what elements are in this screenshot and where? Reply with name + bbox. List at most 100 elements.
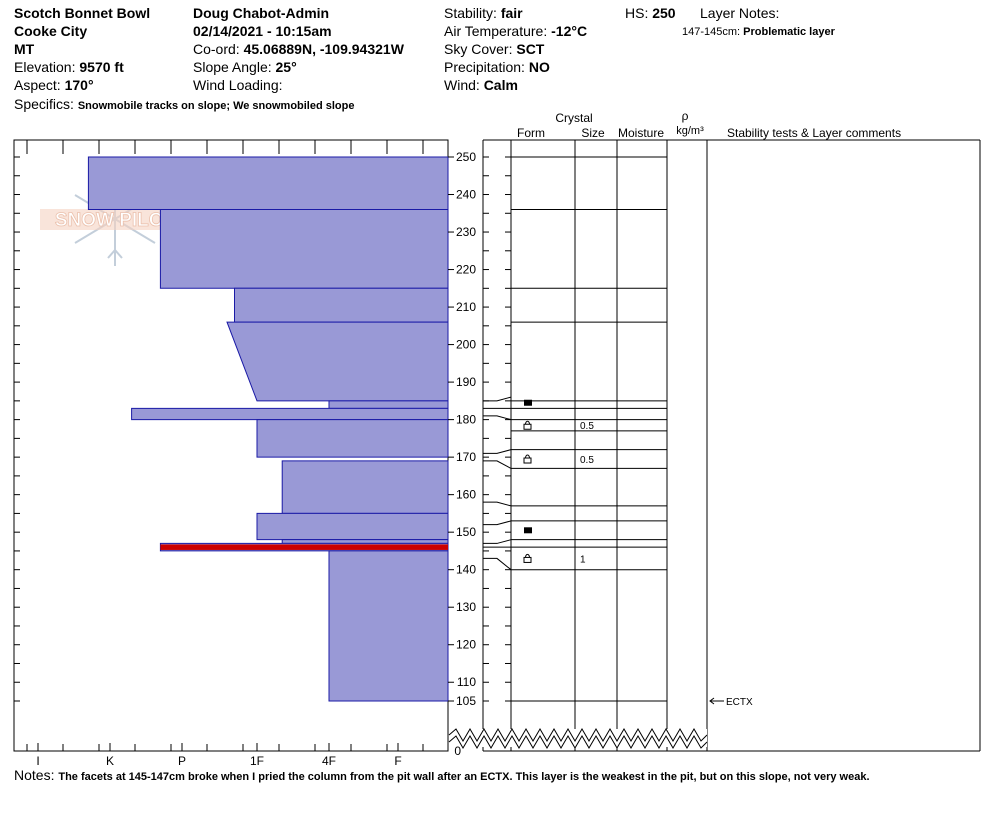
layer-note: 147-145cm: Problematic layer [682, 23, 835, 41]
depth-label-180: 180 [456, 413, 476, 427]
facet-arc [525, 554, 530, 558]
axis-break-mask [449, 729, 707, 747]
layer-connector-6 [483, 520, 512, 526]
observation-datetime: 02/14/2021 - 10:15am [193, 23, 332, 39]
slope-label: Slope Angle: [193, 59, 272, 75]
test-label: ECTX [726, 697, 753, 708]
layer-connector-3 [483, 449, 512, 454]
layer-connector-5 [483, 501, 512, 507]
slope-value: 25° [275, 59, 297, 75]
depth-label-230: 230 [456, 225, 476, 239]
stability-field: Stability: fair [444, 4, 523, 22]
sky-field: Sky Cover: SCT [444, 40, 544, 58]
layer-connector-0 [483, 396, 512, 402]
layer-note-range: 147-145cm: [682, 26, 741, 38]
precip-value: NO [528, 59, 550, 75]
slope-field: Slope Angle: 25° [193, 58, 297, 76]
area-name: Cooke City [14, 23, 88, 39]
hardness-axis: I K P 1F 4F F [26, 140, 424, 768]
crystal-form-facet-icon [523, 554, 532, 563]
depth-label-110: 110 [457, 675, 476, 689]
depth-label-105: 105 [456, 694, 476, 708]
specifics-field: Specifics: Snowmobile tracks on slope; W… [14, 95, 355, 115]
wind-value: Calm [483, 77, 518, 93]
facet-arc [525, 420, 530, 425]
state-name: MT [14, 41, 35, 57]
depth-label-120: 120 [456, 638, 476, 652]
elevation-value: 9570 ft [79, 59, 124, 75]
stability-value: fair [500, 5, 523, 21]
sky-label: Sky Cover: [444, 41, 513, 57]
coord-value: 45.06889N, -109.94321W [243, 41, 404, 57]
wind-label: Wind: [444, 77, 480, 93]
hardness-layers [87, 156, 449, 702]
precip-field: Precipitation: NO [444, 58, 550, 76]
observer-name: Doug Chabot-Admin [193, 5, 330, 21]
layer-connector-9 [483, 557, 512, 571]
hs-value: 250 [652, 5, 676, 21]
hardness-layer-7 [281, 460, 449, 514]
notes-text: The facets at 145-147cm broke when I pri… [58, 771, 870, 783]
hardness-label-I: I [36, 754, 39, 768]
facet-box [523, 556, 532, 563]
crystal-size-value: 0.5 [580, 421, 594, 432]
hardness-layer-3 [226, 321, 449, 402]
layer-connector-7 [483, 539, 512, 544]
layer-notes-label: Layer Notes: [700, 5, 780, 21]
moisture-header: Moisture [618, 126, 664, 140]
axis-break-zigzag-top [448, 728, 708, 742]
facet-arc [525, 454, 530, 459]
depth-label-200: 200 [456, 338, 476, 352]
density-unit-header: kg/m³ [676, 125, 704, 137]
test-marker-arrow [709, 697, 715, 705]
specifics-value: Snowmobile tracks on slope; We snowmobil… [77, 100, 355, 112]
crystal-form-melt-icon [524, 399, 532, 406]
depth-label-210: 210 [456, 300, 476, 314]
crystal-form-melt-icon [524, 527, 532, 534]
crystal-form-facet-icon [523, 454, 532, 464]
depth-label-150: 150 [456, 525, 476, 539]
hardness-layer-4 [328, 400, 449, 409]
elevation-label: Elevation: [14, 59, 76, 75]
precip-label: Precipitation: [444, 59, 525, 75]
crystal-form-facet-icon [523, 420, 532, 430]
wind-loading-label: Wind Loading: [193, 77, 283, 93]
hardness-layer-0 [87, 156, 449, 211]
hardness-layer-8 [256, 512, 449, 541]
crystal-header: Crystal [555, 111, 592, 125]
specifics-label: Specifics: [14, 96, 74, 112]
sky-value: SCT [516, 41, 545, 57]
layer-note-text: Problematic layer [743, 26, 835, 38]
size-header: Size [581, 126, 605, 140]
logo-text: SNOW PILOT [55, 210, 176, 231]
location-name: Scotch Bonnet Bowl [14, 5, 151, 21]
facet-box [523, 423, 532, 430]
air-temp-value: -12°C [551, 23, 588, 39]
facet-box [523, 457, 532, 464]
depth-label-130: 130 [456, 600, 476, 614]
aspect-label: Aspect: [14, 77, 61, 93]
hardness-label-K: K [106, 754, 114, 768]
hardness-layer-11 [328, 550, 449, 702]
crystal-size-value: 1 [580, 554, 586, 565]
hardness-layer-2 [234, 287, 449, 323]
form-header: Form [517, 126, 545, 140]
crystal-size-value: 0.5 [580, 455, 594, 466]
depth-label-ground: 0 [454, 744, 461, 758]
layer-connector-4 [483, 460, 512, 469]
depth-axis: 250 240 230 220 210 200 190 180 170 160 150 140 130 1… [14, 150, 511, 758]
coord-field: Co-ord: 45.06889N, -109.94321W [193, 40, 404, 58]
depth-label-160: 160 [456, 488, 476, 502]
axis-break-zigzag-bottom [448, 735, 708, 749]
notes-label-text: Notes: [14, 767, 55, 783]
hardness-label-4F: 4F [322, 754, 336, 768]
hs-field: HS: 250 [625, 4, 676, 22]
stability-header: Stability tests & Layer comments [727, 126, 901, 140]
hardness-layer-5 [131, 407, 449, 421]
coord-label: Co-ord: [193, 41, 240, 57]
air-temp-label: Air Temperature: [444, 23, 548, 39]
hardness-layer-1 [159, 209, 449, 289]
hardness-layer-9 [281, 539, 449, 544]
hardness-layer-6 [256, 419, 449, 458]
